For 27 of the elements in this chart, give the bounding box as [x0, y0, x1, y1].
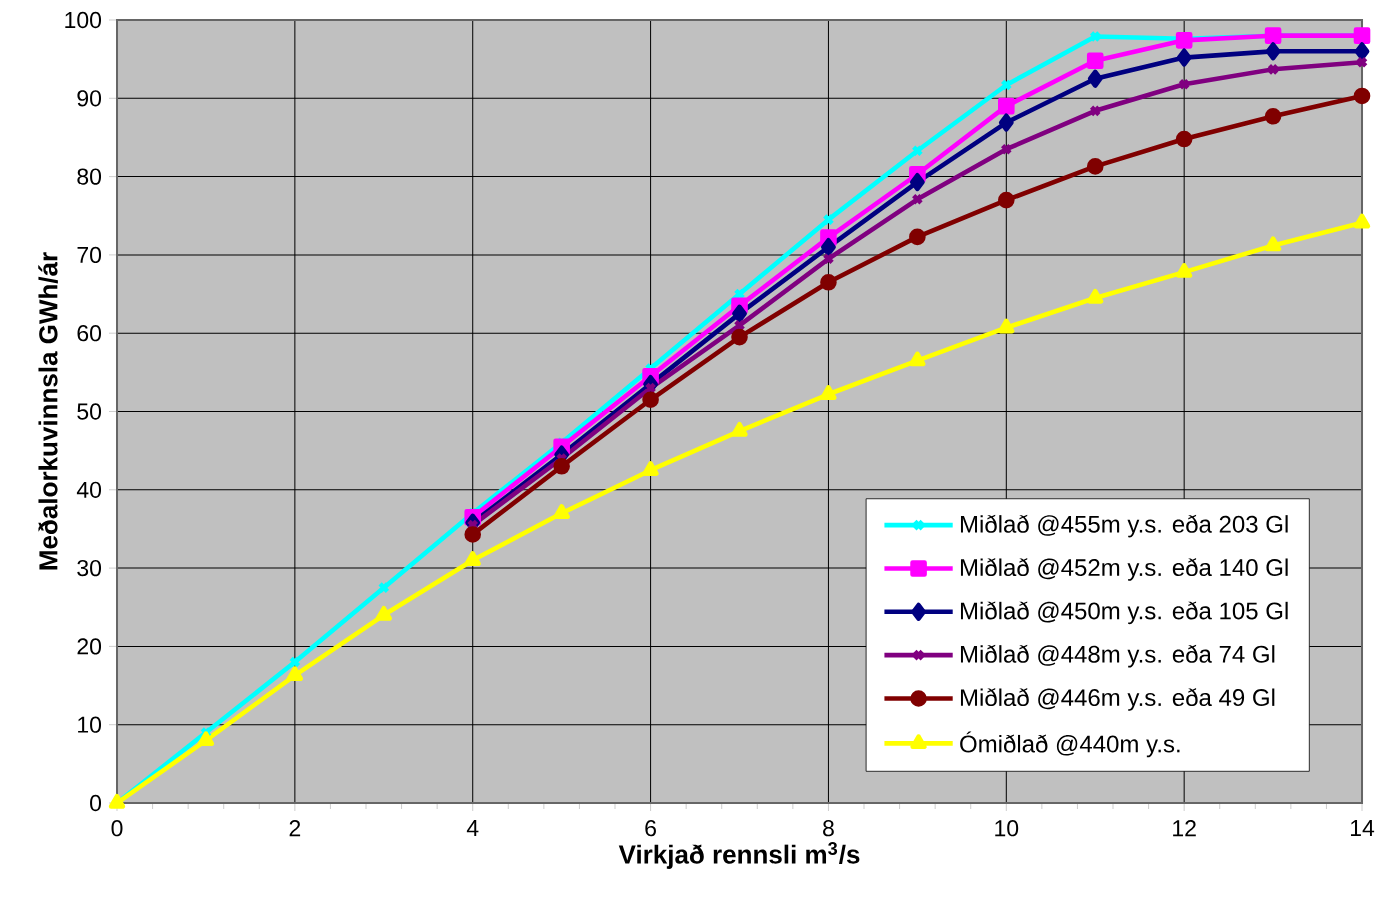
y-tick-label: 60 — [77, 325, 102, 342]
x-tick-label: 2 — [289, 820, 301, 837]
legend-label: Miðlað @455m y.s. eða 203 Gl — [960, 514, 1288, 538]
x-tick-label: 0 — [111, 820, 123, 837]
x-tick-label: 12 — [1173, 820, 1196, 837]
legend-label: Miðlað @448m y.s. eða 74 Gl — [960, 644, 1275, 668]
y-tick-label: 10 — [78, 716, 102, 733]
x-tick-label: 8 — [823, 820, 834, 837]
x-axis-title: Virkjað rennsli m$^{3}$/s — [618, 842, 860, 869]
y-axis-title: Meðalorkuvinnsla GWh/ár — [38, 252, 58, 570]
y-tick-label: 20 — [77, 638, 102, 655]
legend-label: Ómiðlað @440m y.s. — [960, 731, 1180, 758]
y-tick-label: 30 — [77, 559, 102, 577]
y-tick-label: 100 — [65, 11, 102, 29]
y-tick-label: 90 — [77, 90, 102, 107]
y-tick-label: 40 — [76, 481, 102, 498]
x-tick-label: 4 — [466, 820, 479, 836]
y-tick-label: 50 — [77, 403, 102, 420]
legend-label: Miðlað @450m y.s. eða 105 Gl — [960, 601, 1288, 625]
x-tick-label: 6 — [645, 820, 656, 837]
x-tick-label: 10 — [995, 820, 1019, 837]
legend-label: Miðlað @452m y.s. eða 140 Gl — [960, 558, 1288, 581]
x-tick-label: 14 — [1350, 820, 1375, 836]
y-tick-label: 0 — [90, 794, 102, 812]
y-tick-label: 80 — [77, 168, 102, 185]
legend-label: Miðlað @446m y.s. eða 49 Gl — [960, 688, 1275, 711]
y-tick-label: 70 — [77, 246, 102, 264]
